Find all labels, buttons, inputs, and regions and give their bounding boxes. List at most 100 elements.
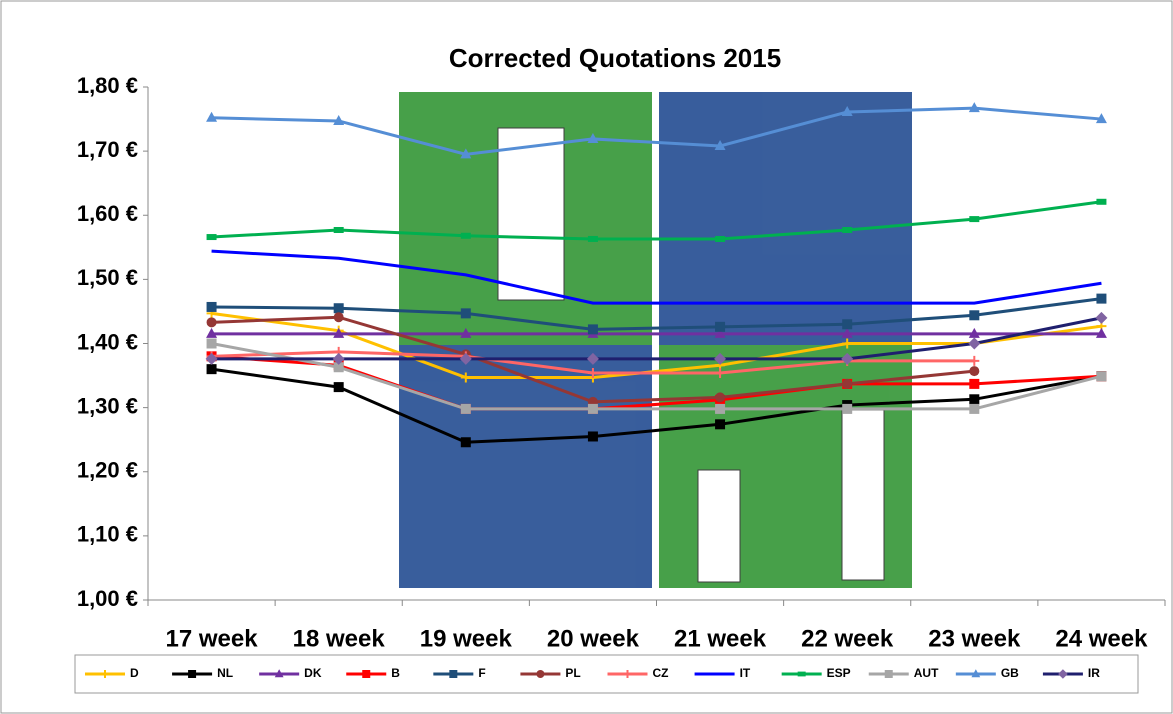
series-line <box>211 106 1102 156</box>
legend-label: ESP <box>827 666 851 680</box>
legend-label: AUT <box>914 666 939 680</box>
data-point <box>841 106 853 117</box>
data-point <box>460 403 471 414</box>
data-point <box>460 437 471 448</box>
data-point <box>715 419 726 430</box>
data-point <box>1096 371 1107 382</box>
data-point <box>969 216 980 223</box>
data-point <box>587 324 598 335</box>
x-tick-label: 21 week <box>674 625 767 652</box>
data-point <box>206 364 217 375</box>
data-point <box>969 310 980 321</box>
y-tick-label: 1,20 € <box>77 458 138 483</box>
data-point <box>715 321 726 332</box>
data-point <box>333 226 344 233</box>
data-point <box>842 338 853 349</box>
data-point <box>714 139 726 150</box>
data-point <box>460 308 471 319</box>
y-tick-label: 1,00 € <box>77 586 138 611</box>
data-point <box>841 327 853 338</box>
data-point <box>715 235 726 242</box>
x-tick-label: 23 week <box>928 625 1021 652</box>
y-tick-label: 1,10 € <box>77 522 138 547</box>
data-point <box>332 352 345 365</box>
legend-marker <box>797 671 806 677</box>
data-point <box>333 303 344 314</box>
data-point <box>1095 113 1107 124</box>
x-tick-label: 20 week <box>547 625 640 652</box>
series-line <box>211 316 1102 361</box>
series-line <box>211 297 1102 331</box>
data-point <box>587 431 598 442</box>
legend <box>74 654 1139 694</box>
series-line <box>211 367 1102 444</box>
y-tick-label: 1,80 € <box>77 73 138 98</box>
data-point <box>969 394 980 405</box>
series-line <box>211 249 1102 305</box>
data-point <box>714 327 726 338</box>
data-point <box>586 352 599 365</box>
legend-label: CZ <box>653 666 669 680</box>
legend-marker <box>1058 669 1068 679</box>
data-point <box>333 327 345 338</box>
series-line <box>211 342 1102 411</box>
series-line <box>211 354 1102 411</box>
y-tick-label: 1,30 € <box>77 393 138 418</box>
x-tick-label: 24 week <box>1055 625 1148 652</box>
y-tick-label: 1,50 € <box>77 265 138 290</box>
data-point <box>969 366 980 377</box>
data-point <box>715 367 726 378</box>
data-point <box>460 232 471 239</box>
legend-label: NL <box>217 666 233 680</box>
data-point <box>206 234 217 241</box>
data-point <box>460 327 472 338</box>
legend-label: PL <box>565 666 580 680</box>
series-line <box>211 200 1102 241</box>
data-point <box>841 352 854 365</box>
data-point <box>1095 327 1107 338</box>
data-point <box>715 392 726 403</box>
legend-marker <box>623 670 632 678</box>
data-point <box>969 378 980 389</box>
x-tick-label: 22 week <box>801 625 894 652</box>
data-point <box>968 102 980 113</box>
x-tick-label: 18 week <box>293 625 386 652</box>
data-point <box>842 403 853 414</box>
y-tick-label: 1,60 € <box>77 201 138 226</box>
data-point <box>714 352 727 365</box>
data-point <box>842 226 853 233</box>
data-point <box>969 403 980 414</box>
data-point <box>1095 311 1108 324</box>
data-point <box>206 301 217 312</box>
legend-label: D <box>130 666 139 680</box>
legend-marker <box>101 670 109 678</box>
x-tick-label: 19 week <box>420 625 513 652</box>
data-point <box>206 327 218 338</box>
chart-title: Corrected Quotations 2015 <box>449 43 781 73</box>
x-tick-label: 17 week <box>166 625 259 652</box>
data-point <box>1096 293 1107 304</box>
legend-marker <box>971 669 981 678</box>
legend-marker <box>362 670 371 678</box>
legend-marker <box>884 670 893 678</box>
data-point <box>842 319 853 330</box>
legend-label: B <box>391 666 400 680</box>
data-point <box>459 352 472 365</box>
data-point <box>460 372 471 383</box>
legend-label: GB <box>1001 666 1019 680</box>
legend-marker <box>188 670 197 678</box>
legend-label: DK <box>304 666 322 680</box>
data-point <box>715 403 726 414</box>
data-point <box>333 312 344 323</box>
data-point <box>587 132 599 143</box>
data-point <box>1096 198 1107 205</box>
data-point <box>333 382 344 393</box>
data-point <box>460 148 472 159</box>
y-tick-label: 1,70 € <box>77 137 138 162</box>
series-line <box>211 311 1102 379</box>
data-point <box>206 317 217 328</box>
data-point <box>206 111 218 122</box>
data-point <box>333 362 344 373</box>
data-point <box>587 367 598 378</box>
data-point <box>205 352 218 365</box>
